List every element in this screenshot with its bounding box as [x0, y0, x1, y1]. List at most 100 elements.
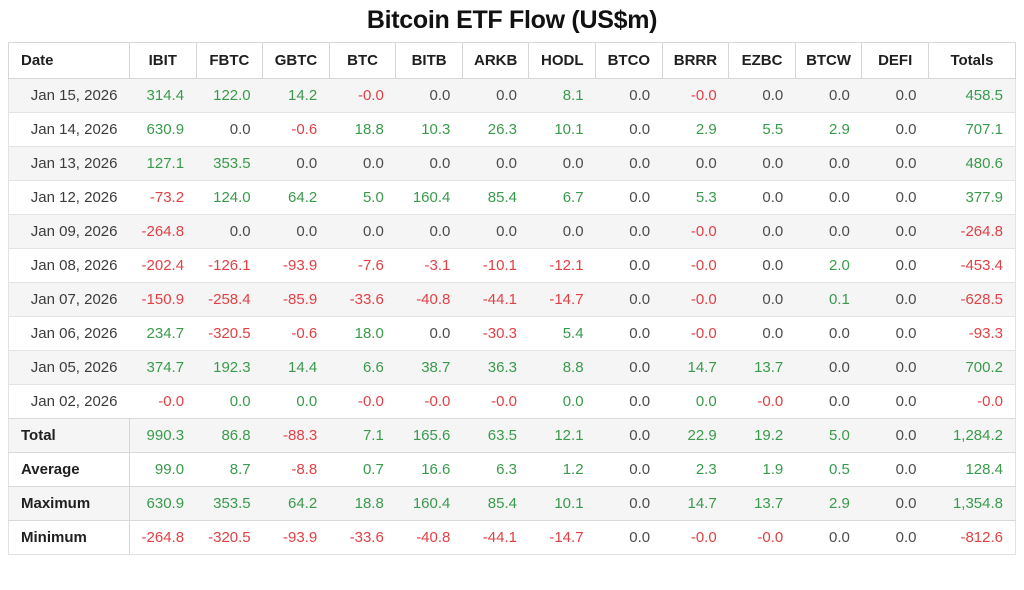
value-cell-ibit: 234.7	[129, 316, 197, 351]
value-cell-btco: 0.0	[595, 78, 663, 113]
value-cell-fbtc: -258.4	[196, 282, 263, 317]
value-cell-brrr: -0.0	[662, 214, 729, 249]
value-cell-hodl: 0.0	[528, 384, 596, 419]
value-cell-fbtc: 122.0	[196, 78, 263, 113]
value-cell-hodl: 10.1	[528, 486, 596, 521]
value-cell-ezbc: -0.0	[728, 520, 796, 555]
value-cell-bitb: 165.6	[395, 418, 463, 453]
value-cell-btcw: 0.0	[795, 78, 862, 113]
value-cell-hodl: 1.2	[528, 452, 596, 487]
column-header-bitb: BITB	[395, 42, 463, 79]
value-cell-fbtc: -320.5	[196, 520, 263, 555]
value-cell-bitb: 0.0	[395, 214, 463, 249]
value-cell-brrr: 2.9	[662, 112, 729, 147]
date-cell: Jan 02, 2026	[8, 384, 130, 419]
value-cell-totals: 707.1	[928, 112, 1016, 147]
value-cell-hodl: 8.1	[528, 78, 596, 113]
table-row: Jan 08, 2026 -202.4 -126.1 -93.9 -7.6 -3.1 -10…	[8, 248, 1016, 283]
value-cell-gbtc: 0.0	[262, 146, 330, 181]
value-cell-ibit: 630.9	[129, 486, 197, 521]
value-cell-btcw: 0.0	[795, 350, 862, 385]
value-cell-fbtc: 353.5	[196, 146, 263, 181]
value-cell-ibit: -202.4	[129, 248, 197, 283]
value-cell-ibit: -0.0	[129, 384, 197, 419]
value-cell-bitb: -40.8	[395, 520, 463, 555]
value-cell-totals: -812.6	[928, 520, 1016, 555]
value-cell-arkb: 36.3	[462, 350, 529, 385]
column-header-totals: Totals	[928, 42, 1016, 79]
value-cell-hodl: -12.1	[528, 248, 596, 283]
column-header-fbtc: FBTC	[195, 42, 264, 79]
table-body: Jan 15, 2026 314.4 122.0 14.2 -0.0 0.0 0.0 8.1 0…	[8, 78, 1016, 555]
value-cell-gbtc: 14.2	[262, 78, 330, 113]
value-cell-btco: 0.0	[595, 112, 663, 147]
value-cell-hodl: 0.0	[528, 146, 596, 181]
value-cell-ezbc: 1.9	[728, 452, 796, 487]
value-cell-defi: 0.0	[861, 214, 929, 249]
value-cell-totals: 377.9	[928, 180, 1016, 215]
summary-label: Maximum	[8, 486, 130, 521]
value-cell-totals: 128.4	[928, 452, 1016, 487]
value-cell-btco: 0.0	[595, 520, 663, 555]
value-cell-fbtc: 353.5	[196, 486, 263, 521]
value-cell-fbtc: 0.0	[196, 112, 263, 147]
value-cell-btc: 0.7	[329, 452, 396, 487]
column-header-btco: BTCO	[595, 42, 663, 79]
value-cell-defi: 0.0	[861, 418, 929, 453]
value-cell-ezbc: 0.0	[728, 214, 796, 249]
date-cell: Jan 09, 2026	[8, 214, 130, 249]
value-cell-bitb: 0.0	[395, 316, 463, 351]
date-cell: Jan 08, 2026	[8, 248, 130, 283]
date-cell: Jan 05, 2026	[8, 350, 130, 385]
value-cell-btco: 0.0	[595, 146, 663, 181]
summary-label: Minimum	[8, 520, 130, 555]
value-cell-totals: 458.5	[928, 78, 1016, 113]
value-cell-arkb: 85.4	[462, 486, 529, 521]
value-cell-btco: 0.0	[595, 248, 663, 283]
summary-label: Total	[8, 418, 130, 453]
value-cell-fbtc: 8.7	[196, 452, 263, 487]
value-cell-bitb: 0.0	[395, 146, 463, 181]
value-cell-totals: -93.3	[928, 316, 1016, 351]
value-cell-defi: 0.0	[861, 248, 929, 283]
value-cell-defi: 0.0	[861, 486, 929, 521]
date-cell: Jan 06, 2026	[8, 316, 130, 351]
value-cell-ibit: -73.2	[129, 180, 197, 215]
table-row: Jan 13, 2026 127.1 353.5 0.0 0.0 0.0 0.0 0.0 0.0…	[8, 146, 1016, 181]
value-cell-btcw: 0.0	[795, 384, 862, 419]
value-cell-defi: 0.0	[861, 384, 929, 419]
value-cell-ibit: -150.9	[129, 282, 197, 317]
date-cell: Jan 12, 2026	[8, 180, 130, 215]
table-row: Jan 05, 2026 374.7 192.3 14.4 6.6 38.7 36.3 8.8…	[8, 350, 1016, 385]
value-cell-arkb: 63.5	[462, 418, 529, 453]
value-cell-btc: 18.0	[329, 316, 396, 351]
value-cell-gbtc: 64.2	[262, 180, 330, 215]
value-cell-btco: 0.0	[595, 180, 663, 215]
value-cell-ibit: 99.0	[129, 452, 197, 487]
value-cell-brrr: -0.0	[662, 248, 729, 283]
summary-row-total: Total 990.3 86.8 -88.3 7.1 165.6 63.5 12.1 0.0 22…	[8, 418, 1016, 453]
value-cell-btcw: 2.9	[795, 486, 862, 521]
value-cell-btcw: 0.0	[795, 180, 862, 215]
value-cell-bitb: 160.4	[395, 180, 463, 215]
value-cell-ezbc: 0.0	[728, 316, 796, 351]
value-cell-defi: 0.0	[861, 282, 929, 317]
value-cell-totals: -628.5	[928, 282, 1016, 317]
value-cell-gbtc: -93.9	[262, 520, 330, 555]
column-header-gbtc: GBTC	[262, 42, 330, 79]
value-cell-totals: 700.2	[928, 350, 1016, 385]
value-cell-btc: -0.0	[329, 78, 396, 113]
value-cell-bitb: -0.0	[395, 384, 463, 419]
value-cell-ibit: 990.3	[129, 418, 197, 453]
value-cell-ezbc: 0.0	[728, 180, 796, 215]
value-cell-btc: 5.0	[329, 180, 396, 215]
value-cell-defi: 0.0	[861, 520, 929, 555]
value-cell-fbtc: 0.0	[196, 384, 263, 419]
value-cell-fbtc: 124.0	[196, 180, 263, 215]
value-cell-bitb: 10.3	[395, 112, 463, 147]
value-cell-btcw: 0.0	[795, 316, 862, 351]
value-cell-arkb: 0.0	[462, 146, 529, 181]
value-cell-btc: -33.6	[329, 520, 396, 555]
value-cell-hodl: 10.1	[528, 112, 596, 147]
column-header-ibit: IBIT	[129, 42, 197, 79]
